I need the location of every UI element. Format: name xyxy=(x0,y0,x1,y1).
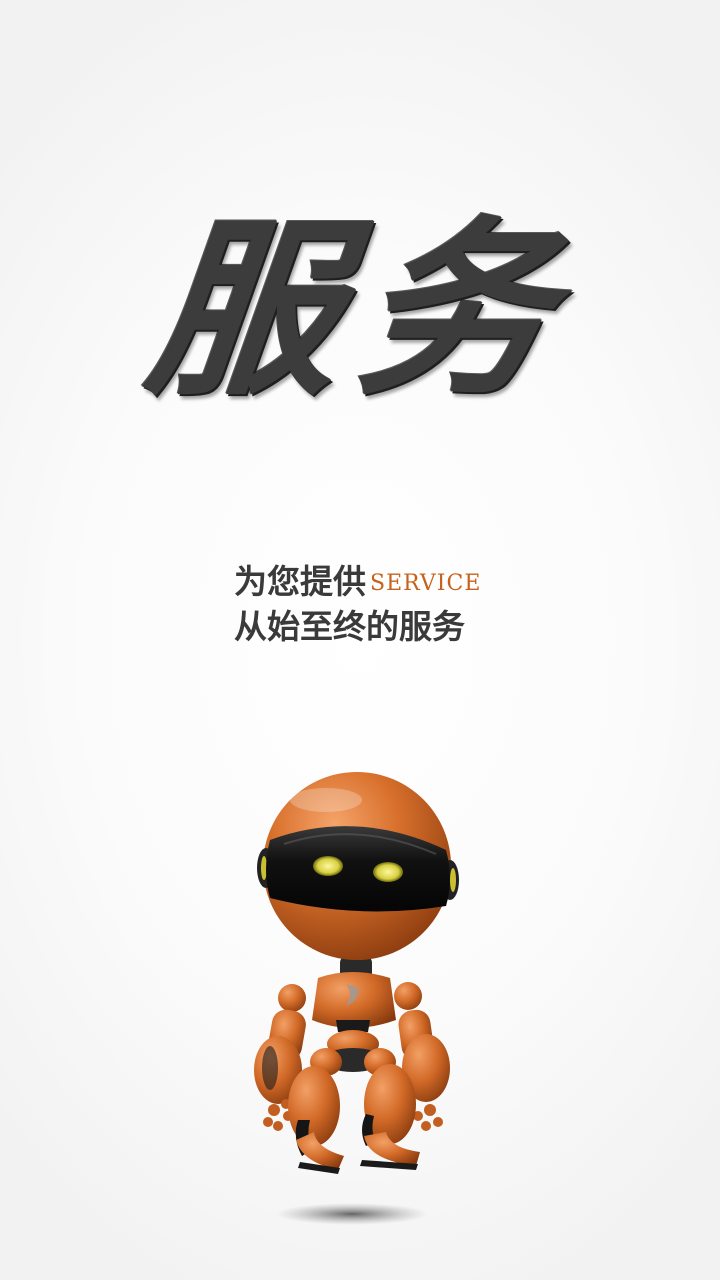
tagline-line-2: 从始至终的服务 xyxy=(234,607,465,646)
tagline-line-1: 为您提供 SERVICE xyxy=(234,562,654,604)
hero-title: 服务 xyxy=(138,198,582,421)
orange-robot-icon xyxy=(240,770,480,1240)
tagline: 为您提供 SERVICE 从始至终的服务 xyxy=(234,562,654,650)
tagline-line-1-text: 为您提供 xyxy=(234,562,366,601)
tagline-accent: SERVICE xyxy=(370,571,482,596)
